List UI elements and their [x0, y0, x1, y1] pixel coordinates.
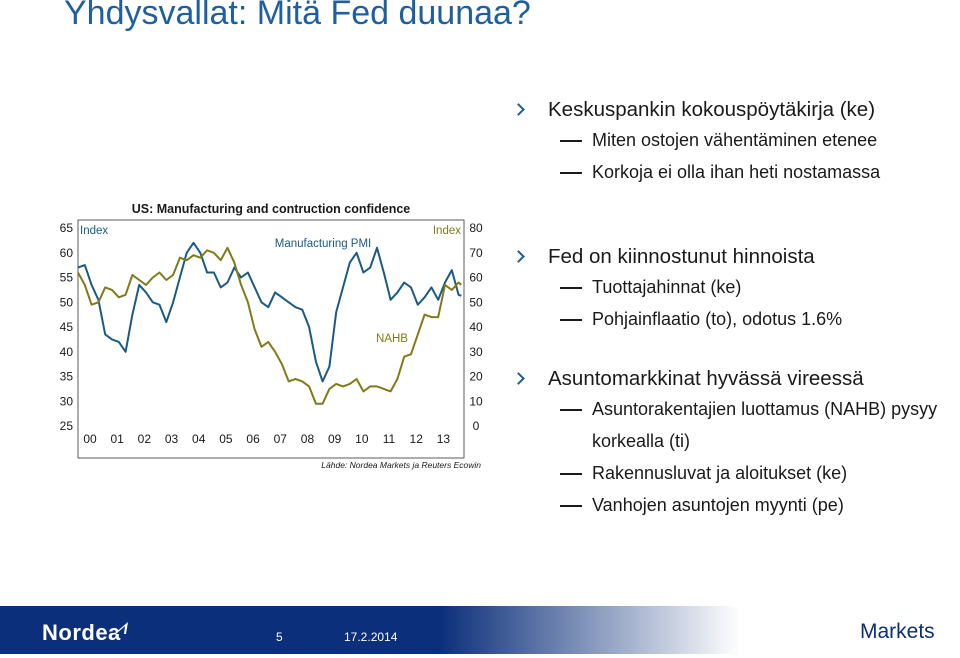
left-tick-label: 60	[60, 246, 74, 260]
left-axis-label: Index	[80, 225, 108, 237]
series-line-pmi	[77, 241, 462, 383]
nordea-logo: Nordea	[42, 620, 121, 645]
sub-bullet: Asuntorakentajien luottamus (NAHB) pysyy…	[512, 393, 952, 457]
left-tick-label: 45	[60, 320, 74, 334]
x-tick-label: 13	[437, 432, 451, 446]
x-tick-label: 02	[138, 432, 152, 446]
x-tick-label: 11	[383, 432, 396, 446]
left-tick-label: 65	[60, 221, 74, 235]
sub-bullet: Miten ostojen vähentäminen etenee	[512, 124, 952, 156]
left-tick-label: 35	[60, 370, 74, 384]
right-tick-label: 60	[469, 271, 483, 285]
sail-icon	[114, 622, 128, 634]
bullet-housing: Asuntomarkkinat hyvässä vireessä	[512, 365, 952, 393]
sub-bullet: Korkoja ei olla ihan heti nostamassa	[512, 156, 952, 188]
bullet-list: Keskuspankin kokouspöytäkirja (ke) Miten…	[512, 96, 952, 521]
x-tick-label: 05	[219, 432, 233, 446]
x-tick-label: 04	[192, 432, 206, 446]
x-tick-label: 00	[83, 432, 97, 446]
right-tick-label: 40	[469, 320, 483, 334]
series-label-pmi: Manufacturing PMI	[275, 238, 372, 250]
plot-background	[77, 219, 465, 459]
left-tick-label: 55	[60, 271, 74, 285]
slide-date: 17.2.2014	[344, 630, 398, 644]
x-tick-label: 12	[410, 432, 424, 446]
chart-source: Lähde: Nordea Markets ja Reuters Ecowin	[321, 460, 481, 470]
series-label-nahb: NAHB	[376, 333, 408, 345]
right-tick-label: 50	[469, 295, 483, 309]
right-axis-label: Index	[433, 225, 461, 237]
sub-bullet: Tuottajahinnat (ke)	[512, 271, 952, 303]
sub-bullet: Vanhojen asuntojen myynti (pe)	[512, 489, 952, 521]
x-tick-label: 07	[274, 432, 288, 446]
series-line-nahb	[77, 246, 462, 405]
x-tick-label: 01	[111, 432, 125, 446]
left-tick-label: 40	[60, 345, 74, 359]
bullet-fed-prices: Fed on kiinnostunut hinnoista	[512, 243, 952, 271]
left-tick-label: 25	[60, 419, 74, 433]
right-tick-label: 20	[469, 370, 483, 384]
markets-logo: Markets	[860, 620, 935, 643]
x-tick-label: 08	[301, 432, 315, 446]
footer: Nordea 5 17.2.2014 Markets	[0, 604, 960, 658]
right-tick-label: 10	[469, 394, 483, 408]
x-tick-label: 06	[246, 432, 260, 446]
x-tick-label: 03	[165, 432, 179, 446]
right-tick-label: 70	[469, 246, 483, 260]
sub-bullet: Pohjainflaatio (to), odotus 1.6%	[512, 303, 952, 335]
slide-title: Yhdysvallat: Mitä Fed duunaa?	[64, 0, 531, 32]
x-tick-label: 09	[328, 432, 342, 446]
page-number: 5	[276, 630, 283, 644]
bullet-fed-minutes: Keskuspankin kokouspöytäkirja (ke)	[512, 96, 952, 124]
left-tick-label: 50	[60, 295, 74, 309]
sub-bullet: Rakennusluvat ja aloitukset (ke)	[512, 457, 952, 489]
right-tick-label: 80	[469, 221, 483, 235]
x-tick-label: 10	[355, 432, 369, 446]
chart-title: US: Manufacturing and contruction confid…	[132, 202, 411, 216]
right-tick-label: 30	[469, 345, 483, 359]
footer-band	[0, 606, 440, 654]
right-tick-label: 0	[473, 419, 480, 433]
left-tick-label: 30	[60, 394, 74, 408]
